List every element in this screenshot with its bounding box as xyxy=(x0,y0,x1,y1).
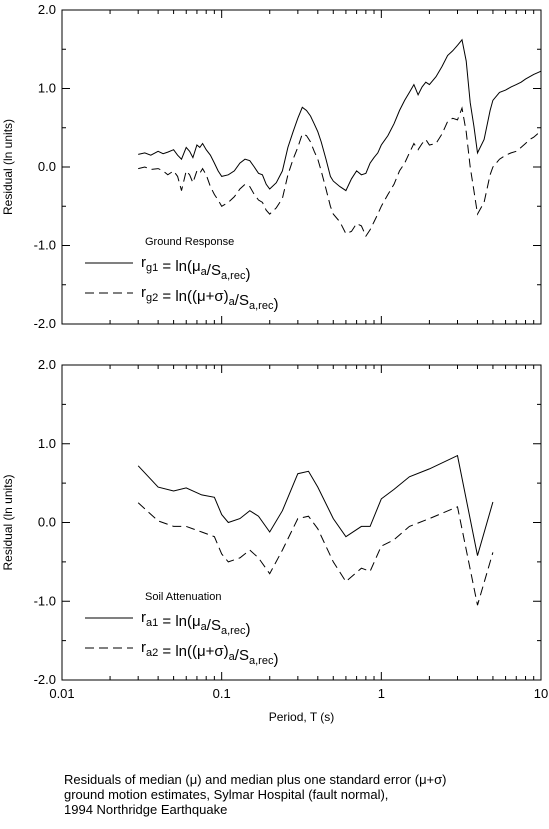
y-tick-label: -2.0 xyxy=(34,316,56,331)
legend-subscript: a xyxy=(201,266,208,278)
legend-text: ) xyxy=(245,621,250,638)
y-axis-title: Residual (ln units) xyxy=(1,119,15,215)
y-tick-label: 2.0 xyxy=(38,2,56,17)
legend-text: /S xyxy=(235,647,249,664)
legend-label: rg1 = ln(μa/Sa,rec) xyxy=(141,254,250,283)
figure-caption: Residuals of median (μ) and median plus … xyxy=(64,772,447,817)
legend-subscript: a,rec xyxy=(249,300,274,312)
y-tick-label: -1.0 xyxy=(34,238,56,253)
legend-subscript: g1 xyxy=(146,262,158,274)
chart-panel-1: 2.0 1.0 0.0 -1.0 -2.0 Residual (ln units) Grou… xyxy=(1,2,542,331)
caption-line-3: 1994 Northridge Earthquake xyxy=(64,802,228,817)
legend-text: r xyxy=(141,609,146,626)
legend-text: = ln((μ+σ) xyxy=(158,288,228,305)
legend-subscript: a2 xyxy=(146,647,158,659)
legend-subscript: a1 xyxy=(146,617,158,629)
legend-subscript: a,rec xyxy=(221,625,246,637)
series-line-1 xyxy=(138,38,542,192)
legend-label: rg2 = ln((μ+σ)a/Sa,rec) xyxy=(141,284,278,313)
series-line-2 xyxy=(138,106,542,238)
caption-line-1: Residuals of median (μ) and median plus … xyxy=(64,772,447,787)
legend-title: Ground Response xyxy=(145,236,234,248)
chart-panel-2: 2.0 1.0 0.0 -1.0 -2.00.01 0.1 1 10 Period, T (s)… xyxy=(1,357,548,724)
y-tick-label: 2.0 xyxy=(38,357,56,372)
legend-subscript: a,rec xyxy=(221,270,246,282)
x-tick-label: 0.01 xyxy=(49,686,74,701)
legend-label: ra1 = ln(μa/Sa,rec) xyxy=(141,609,250,638)
x-tick-label: 0.1 xyxy=(213,686,231,701)
legend-text: = ln(μ xyxy=(158,613,200,630)
plot-frame xyxy=(61,9,542,325)
legend-text: = ln((μ+σ) xyxy=(158,643,228,660)
legend-subscript: a xyxy=(201,621,208,633)
legend-text: /S xyxy=(207,617,221,634)
x-tick-label: 1 xyxy=(378,686,385,701)
caption-line-2: ground motion estimates, Sylmar Hospital… xyxy=(64,787,389,802)
legend-subscript: a xyxy=(229,651,236,663)
y-tick-label: -2.0 xyxy=(34,672,56,687)
series-line-1 xyxy=(137,454,494,556)
legend-text: ) xyxy=(245,266,250,283)
legend-title: Soil Attenuation xyxy=(145,591,221,603)
legend-text: = ln(μ xyxy=(158,258,200,275)
legend-text: r xyxy=(141,284,146,301)
y-axis-title: Residual (ln units) xyxy=(1,474,15,570)
legend-subscript: a,rec xyxy=(249,655,274,667)
y-tick-label: 1.0 xyxy=(38,436,56,451)
x-tick-label: 10 xyxy=(534,686,548,701)
legend-text: ) xyxy=(273,651,278,668)
x-axis-title: Period, T (s) xyxy=(269,710,335,724)
legend-text: ) xyxy=(273,296,278,313)
y-tick-label: 0.0 xyxy=(38,159,56,174)
legend-text: r xyxy=(141,639,146,656)
legend-text: r xyxy=(141,254,146,271)
y-tick-label: 0.0 xyxy=(38,515,56,530)
legend-text: /S xyxy=(207,262,221,279)
series-line-2 xyxy=(137,502,494,606)
y-tick-label: 1.0 xyxy=(38,81,56,96)
plot-frame xyxy=(61,364,542,681)
y-tick-label: -1.0 xyxy=(34,593,56,608)
legend-subscript: g2 xyxy=(146,292,158,304)
legend-label: ra2 = ln((μ+σ)a/Sa,rec) xyxy=(141,639,278,668)
legend-text: /S xyxy=(235,292,249,309)
legend-subscript: a xyxy=(229,296,236,308)
